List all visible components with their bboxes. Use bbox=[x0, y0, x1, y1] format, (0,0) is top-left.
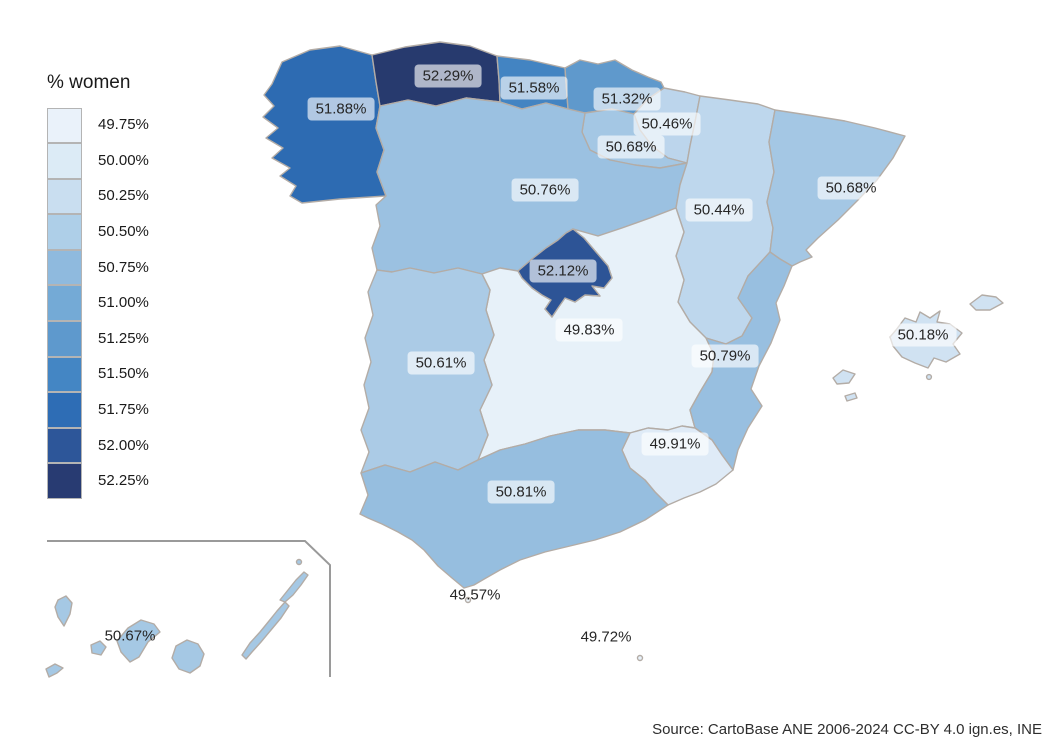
island-formentera[interactable] bbox=[844, 392, 858, 402]
legend-row: 50.50% bbox=[47, 214, 149, 250]
legend-label: 52.00% bbox=[98, 436, 149, 454]
value-label-castile-and-leon: 50.76% bbox=[511, 178, 579, 202]
legend-title: % women bbox=[47, 72, 131, 93]
legend-label: 52.25% bbox=[98, 472, 149, 490]
island-la-gomera[interactable] bbox=[90, 640, 107, 656]
legend-row: 52.25% bbox=[47, 463, 149, 500]
island-menorca[interactable] bbox=[969, 294, 1004, 311]
region-canary-islands[interactable] bbox=[45, 558, 309, 678]
legend-swatch bbox=[47, 143, 82, 179]
legend-label: 51.75% bbox=[98, 401, 149, 419]
value-label-ceuta: 49.57% bbox=[449, 586, 501, 604]
legend-swatch bbox=[47, 321, 82, 357]
region-melilla[interactable] bbox=[636, 654, 644, 662]
region-balearic-islands[interactable] bbox=[832, 294, 1004, 402]
legend-row: 51.00% bbox=[47, 285, 149, 322]
legend-label: 49.75% bbox=[98, 116, 149, 134]
legend-label: 50.00% bbox=[98, 151, 149, 169]
value-label-castilla-la-mancha: 49.83% bbox=[555, 318, 623, 342]
legend-row: 50.75% bbox=[47, 249, 149, 286]
legend-swatch bbox=[47, 249, 82, 286]
legend-label: 50.75% bbox=[98, 258, 149, 276]
value-label-cantabria: 51.58% bbox=[500, 76, 568, 100]
legend-swatch bbox=[47, 392, 82, 428]
legend-label: 50.25% bbox=[98, 187, 149, 205]
value-label-basque-country: 51.32% bbox=[593, 87, 661, 111]
island-lanzarote[interactable] bbox=[279, 571, 309, 603]
legend-label: 51.00% bbox=[98, 294, 149, 312]
island-ibiza[interactable] bbox=[832, 369, 856, 385]
legend-row: 50.25% bbox=[47, 178, 149, 215]
region-andalusia[interactable] bbox=[359, 429, 669, 589]
island-cabrera[interactable] bbox=[925, 373, 933, 381]
legend-row: 49.75% bbox=[47, 107, 149, 144]
legend-label: 51.25% bbox=[98, 329, 149, 347]
legend-row: 51.50% bbox=[47, 356, 149, 393]
island-la-palma[interactable] bbox=[54, 595, 73, 627]
value-label-andalusia: 50.81% bbox=[487, 480, 555, 504]
legend-row: 52.00% bbox=[47, 427, 149, 464]
legend-swatch bbox=[47, 214, 82, 250]
value-label-melilla: 49.72% bbox=[580, 628, 632, 646]
legend-label: 51.50% bbox=[98, 365, 149, 383]
region-ceuta[interactable] bbox=[464, 596, 472, 604]
value-label-madrid: 52.12% bbox=[529, 259, 597, 283]
value-label-balearic-islands: 50.18% bbox=[889, 323, 957, 347]
legend-row: 50.00% bbox=[47, 143, 149, 179]
legend-swatch bbox=[47, 427, 82, 464]
island-fuerteventura[interactable] bbox=[241, 601, 290, 660]
value-label-murcia: 49.91% bbox=[641, 432, 709, 456]
value-label-navarre: 50.46% bbox=[633, 112, 701, 136]
island-tenerife[interactable] bbox=[116, 619, 161, 663]
legend-swatch bbox=[47, 356, 82, 393]
source-attribution: Source: CartoBase ANE 2006-2024 CC-BY 4.… bbox=[652, 721, 1042, 738]
legend-swatch bbox=[47, 178, 82, 215]
island-el-hierro[interactable] bbox=[45, 663, 64, 678]
value-label-la-rioja: 50.68% bbox=[597, 135, 665, 159]
legend-row: 51.25% bbox=[47, 321, 149, 357]
island-la-graciosa[interactable] bbox=[295, 558, 303, 566]
legend-label: 50.50% bbox=[98, 223, 149, 241]
island-gran-canaria[interactable] bbox=[171, 639, 205, 674]
value-label-valencia: 50.79% bbox=[691, 344, 759, 368]
region-galicia[interactable] bbox=[262, 45, 387, 204]
canary-inset-border bbox=[47, 540, 331, 677]
value-label-catalonia: 50.68% bbox=[817, 176, 885, 200]
value-label-galicia: 51.88% bbox=[307, 97, 375, 121]
value-label-canary-islands: 50.67% bbox=[104, 627, 156, 645]
value-label-extremadura: 50.61% bbox=[407, 351, 475, 375]
legend-row: 51.75% bbox=[47, 392, 149, 428]
legend: % women 49.75% 50.00% 50.25% 50.50% 50.7… bbox=[47, 72, 149, 500]
value-label-aragon: 50.44% bbox=[685, 198, 753, 222]
legend-swatch bbox=[47, 463, 82, 500]
value-label-asturias: 52.29% bbox=[414, 64, 482, 88]
legend-swatch bbox=[47, 285, 82, 322]
legend-swatch bbox=[47, 107, 82, 144]
